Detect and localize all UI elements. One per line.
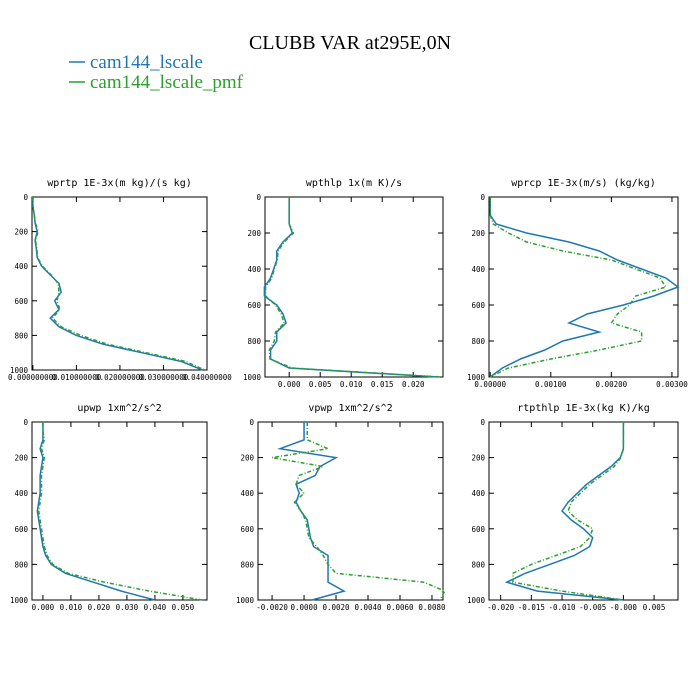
x-tick-label: 0.00000 <box>474 380 506 389</box>
y-tick-label: 600 <box>240 525 254 534</box>
series-line <box>489 197 680 378</box>
y-tick-label: 600 <box>14 297 28 306</box>
y-tick-label: 600 <box>471 301 485 310</box>
y-tick-label: 200 <box>240 454 254 463</box>
x-tick-label: 0.0000 <box>291 603 319 612</box>
x-tick-label: 0.015 <box>371 380 394 389</box>
x-tick-label: 0.0020 <box>322 603 350 612</box>
series-line <box>32 197 206 371</box>
x-tick-label: -0.000 <box>610 603 638 612</box>
legend-label: cam144_lscale_pmf <box>90 72 244 93</box>
x-tick-label: 0.010 <box>60 603 83 612</box>
panel: wprcp 1E-3x(m/s) (kg/kg) 0 200 400 600 800 100… <box>467 178 688 389</box>
panel-title: wprcp 1E-3x(m/s) (kg/kg) <box>511 178 656 189</box>
series-line <box>277 422 346 601</box>
panel: wprtp 1E-3x(m kg)/(s kg) 0 200 400 600 800 100… <box>8 178 232 382</box>
y-tick-label: 400 <box>247 265 261 274</box>
y-tick-label: 1000 <box>10 596 29 605</box>
x-tick-label: 0.030 <box>116 603 139 612</box>
series-line <box>37 422 203 601</box>
y-tick-label: 200 <box>471 454 485 463</box>
y-tick-label: 600 <box>14 525 28 534</box>
y-tick-label: 400 <box>14 262 28 271</box>
x-tick-label: 0.020 <box>88 603 111 612</box>
x-tick-label: 0.00200 <box>596 380 628 389</box>
y-tick-label: 600 <box>471 525 485 534</box>
plot-frame <box>257 421 444 601</box>
x-tick-label: 0.020000000 <box>95 373 145 382</box>
x-tick-label: 0.000 <box>278 380 301 389</box>
y-tick-label: 0 <box>256 193 261 202</box>
series-line <box>271 422 446 601</box>
plot-frame <box>31 421 208 601</box>
y-tick-label: 800 <box>247 337 261 346</box>
x-tick-label: 0.0060 <box>386 603 414 612</box>
y-tick-label: 800 <box>471 560 485 569</box>
x-tick-label: -0.005 <box>579 603 606 612</box>
x-tick-label: 0.00100 <box>535 380 567 389</box>
y-tick-label: 600 <box>247 301 261 310</box>
x-tick-label: 0.000 <box>32 603 55 612</box>
x-tick-label: 0.050 <box>172 603 195 612</box>
y-tick-label: 1000 <box>467 596 486 605</box>
x-tick-label: -0.015 <box>518 603 545 612</box>
y-tick-label: 1000 <box>243 373 262 382</box>
y-tick-label: 400 <box>471 489 485 498</box>
y-tick-label: 200 <box>247 229 261 238</box>
y-tick-label: 200 <box>14 454 28 463</box>
y-tick-label: 400 <box>14 489 28 498</box>
x-tick-label: 0.00300 <box>656 380 688 389</box>
x-tick-label: -0.0020 <box>256 603 288 612</box>
y-tick-label: 400 <box>471 265 485 274</box>
y-tick-label: 800 <box>14 560 28 569</box>
y-tick-label: 1000 <box>467 373 486 382</box>
x-tick-label: 0.005 <box>309 380 332 389</box>
panel: rtpthlp 1E-3x(kg K)/kg02004006008001000-… <box>467 403 679 612</box>
x-tick-label: 0.000000000 <box>8 373 58 382</box>
y-tick-label: 800 <box>14 331 28 340</box>
x-tick-label: 0.0040 <box>354 603 382 612</box>
plot-frame <box>488 421 679 601</box>
y-tick-label: 0 <box>480 193 485 202</box>
panel-title: vpwp 1xm^2/s^2 <box>308 403 392 414</box>
y-tick-label: 1000 <box>10 366 29 375</box>
series-line <box>264 197 442 378</box>
y-tick-label: 0 <box>23 193 28 202</box>
figure-title: CLUBB VAR at295E,0N <box>249 32 451 54</box>
x-tick-label: 0.030000000 <box>139 373 189 382</box>
y-tick-label: 0 <box>480 418 485 427</box>
x-tick-label: 0.040000000 <box>182 373 232 382</box>
panel: upwp 1xm^2/s^2 0 200 400 600 800 10000.000 0.01… <box>10 403 208 612</box>
series-line <box>489 197 668 378</box>
x-tick-label: 0.020 <box>402 380 425 389</box>
x-tick-label: -0.020 <box>487 603 515 612</box>
y-tick-label: 800 <box>240 560 254 569</box>
y-tick-label: 1000 <box>236 596 255 605</box>
y-tick-label: 200 <box>471 229 485 238</box>
y-tick-label: 0 <box>249 418 254 427</box>
series-line <box>512 422 625 601</box>
x-tick-label: 0.005 <box>643 603 666 612</box>
panel-title: upwp 1xm^2/s^2 <box>77 403 161 414</box>
panel-title: wpthlp 1x(m K)/s <box>306 178 402 189</box>
legend-label: cam144_lscale <box>90 52 203 73</box>
x-tick-label: 0.010 <box>340 380 363 389</box>
panel-title: wprtp 1E-3x(m kg)/(s kg) <box>47 178 192 189</box>
x-tick-label: 0.0080 <box>418 603 446 612</box>
series-line <box>36 422 156 601</box>
x-tick-label: 0.040 <box>144 603 167 612</box>
panel: wpthlp 1x(m K)/s 0 200 400 600 800 1000 0.000 0.… <box>243 178 444 389</box>
y-tick-label: 200 <box>14 228 28 237</box>
x-tick-label: 0.010000000 <box>52 373 102 382</box>
y-tick-label: 800 <box>471 337 485 346</box>
x-tick-label: -0.010 <box>548 603 576 612</box>
y-tick-label: 0 <box>23 418 28 427</box>
panel-title: rtpthlp 1E-3x(kg K)/kg <box>517 403 649 414</box>
y-tick-label: 400 <box>240 489 254 498</box>
